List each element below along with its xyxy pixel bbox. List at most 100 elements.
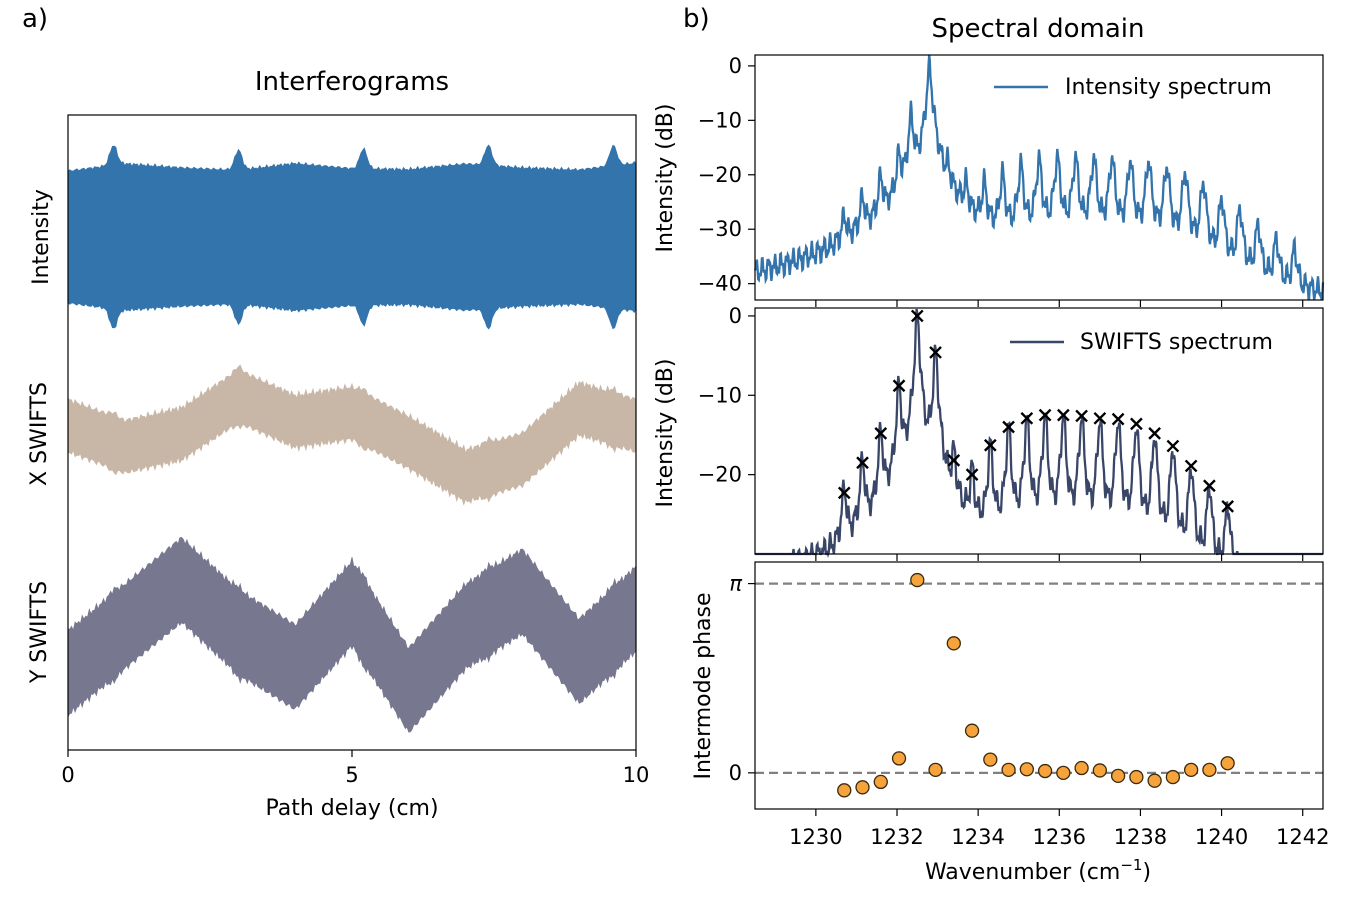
phase-point bbox=[910, 572, 925, 588]
intensity-spectrum-ytick-label: −10 bbox=[698, 108, 742, 132]
phase-point bbox=[837, 783, 852, 798]
interferogram-xtick-label: 0 bbox=[61, 763, 74, 787]
phase-point bbox=[1202, 762, 1217, 777]
wavenumber-xlabel-superscript: −1 bbox=[1120, 856, 1142, 874]
swifts-spectrum-plot-area bbox=[755, 308, 1323, 559]
swifts-peak-marker bbox=[965, 468, 979, 481]
swifts-peak-marker bbox=[874, 427, 888, 440]
intensity-spectrum-ytick-label: −40 bbox=[698, 272, 742, 296]
swifts-spectrum-ytick-label: −10 bbox=[698, 383, 742, 407]
phase-point bbox=[946, 636, 961, 651]
swifts-peak-marker bbox=[1111, 412, 1125, 426]
swifts-spectrum-y-axis: 0 −10 −20 bbox=[698, 304, 755, 487]
swifts-peak-marker bbox=[929, 346, 942, 359]
interferogram-plot-area bbox=[67, 144, 637, 733]
interferogram-trace-y-swifts bbox=[67, 536, 637, 733]
swifts-peak-marker bbox=[1148, 427, 1161, 440]
phase-point bbox=[983, 752, 998, 767]
intermode-phase-ytick-label: 0 bbox=[729, 761, 742, 785]
intermode-phase-ylabel: Intermode phase bbox=[691, 592, 716, 779]
swifts-peak-marker bbox=[1184, 459, 1198, 473]
intermode-phase-x-axis: 1230 1232 1234 1236 1238 1240 1242 bbox=[789, 809, 1329, 849]
spectral-domain-title: Spectral domain bbox=[932, 14, 1145, 44]
swifts-peak-marker bbox=[1020, 411, 1034, 425]
phase-point bbox=[1074, 760, 1089, 776]
intermode-phase-xtick-label: 1242 bbox=[1276, 825, 1329, 849]
intermode-phase-xtick-label: 1230 bbox=[789, 825, 842, 849]
wavenumber-xlabel-main: Wavenumber (cm bbox=[925, 860, 1120, 885]
interferogram-x-axis: 0 5 10 bbox=[61, 750, 649, 787]
interferogram-xtick-label: 10 bbox=[623, 763, 650, 787]
intermode-phase-xtick-label: 1236 bbox=[1033, 825, 1086, 849]
phase-point bbox=[855, 780, 870, 795]
phase-point bbox=[1019, 762, 1034, 777]
phase-point bbox=[964, 723, 980, 738]
phase-point bbox=[1147, 773, 1162, 788]
phase-point bbox=[1110, 768, 1126, 784]
intermode-phase-plot-area bbox=[755, 572, 1323, 798]
intensity-spectrum-ytick-label: −30 bbox=[698, 217, 742, 241]
swifts-spectrum-ylabel: Intensity (dB) bbox=[653, 359, 678, 508]
swifts-peak-marker bbox=[1038, 408, 1052, 422]
intensity-spectrum-plot-area bbox=[753, 54, 1325, 301]
intensity-spectrum-line bbox=[753, 54, 1325, 301]
swifts-peak-marker bbox=[983, 438, 997, 452]
swifts-peak-marker bbox=[1221, 500, 1235, 513]
swifts-peak-marker bbox=[1056, 408, 1070, 422]
intermode-phase-xtick-label: 1234 bbox=[951, 825, 1004, 849]
swifts-peak-marker bbox=[856, 456, 869, 470]
intermode-phase-xtick-label: 1240 bbox=[1195, 825, 1248, 849]
phase-point bbox=[1037, 763, 1053, 779]
phase-point bbox=[1129, 769, 1144, 785]
phase-point bbox=[1056, 765, 1071, 781]
swifts-peak-marker bbox=[1203, 479, 1216, 493]
intensity-spectrum-axes-frame bbox=[754, 54, 1324, 301]
swifts-peak-marker bbox=[910, 309, 924, 323]
swifts-spectrum-axes-frame bbox=[754, 307, 1324, 555]
wavenumber-xlabel-end: ) bbox=[1142, 860, 1151, 885]
intensity-spectrum-y-axis: 0 −10 −20 −30 −40 bbox=[698, 54, 755, 296]
intensity-spectrum-legend-label: Intensity spectrum bbox=[1065, 75, 1272, 100]
phase-point bbox=[873, 774, 888, 790]
intensity-spectrum-ytick-label: −20 bbox=[698, 163, 742, 187]
interferogram-trace-intensity bbox=[67, 144, 637, 330]
phase-point bbox=[1165, 769, 1181, 785]
intensity-spectrum-ytick-label: 0 bbox=[729, 54, 742, 78]
swifts-peak-marker bbox=[1002, 420, 1015, 434]
interferogram-xlabel: Path delay (cm) bbox=[265, 796, 438, 821]
swifts-peak-marker bbox=[1166, 439, 1180, 453]
phase-point bbox=[1220, 756, 1235, 771]
panel-b-letter: b) bbox=[683, 4, 710, 34]
interferograms-title: Interferograms bbox=[255, 67, 449, 97]
intermode-phase-y-axis: 0π bbox=[729, 572, 755, 785]
swifts-spectrum-ytick-label: 0 bbox=[729, 304, 742, 328]
swifts-spectrum-legend-label: SWIFTS spectrum bbox=[1080, 330, 1273, 355]
intensity-spectrum-x-ticks bbox=[815, 300, 1304, 307]
intermode-phase-axes-frame bbox=[754, 561, 1324, 810]
swifts-peak-marker bbox=[1075, 409, 1088, 423]
interferogram-trace-x-swifts bbox=[67, 364, 637, 506]
trace-label-y-swifts: Y SWIFTS bbox=[27, 581, 52, 684]
swifts-peak-marker bbox=[1130, 417, 1143, 431]
trace-label-intensity: Intensity bbox=[29, 189, 54, 285]
intermode-phase-xtick-label: 1232 bbox=[870, 825, 923, 849]
swifts-peak-marker bbox=[837, 486, 851, 500]
intermode-phase-ytick-label: π bbox=[729, 572, 742, 596]
phase-point bbox=[1001, 762, 1016, 777]
swifts-peak-marker bbox=[892, 379, 906, 393]
panel-a-letter: a) bbox=[22, 4, 48, 34]
phase-point bbox=[1183, 762, 1199, 777]
phase-point bbox=[891, 751, 907, 766]
intensity-spectrum-ylabel: Intensity (dB) bbox=[653, 104, 678, 253]
intermode-phase-xtick-label: 1238 bbox=[1114, 825, 1167, 849]
wavenumber-xlabel: Wavenumber (cm−1) bbox=[925, 856, 1151, 885]
interferogram-xtick-label: 5 bbox=[345, 763, 358, 787]
swifts-peak-marker bbox=[1093, 411, 1107, 425]
phase-point bbox=[1092, 763, 1108, 778]
swifts-spectrum-ytick-label: −20 bbox=[698, 463, 742, 487]
swifts-spectrum-x-ticks bbox=[815, 554, 1304, 561]
swifts-spectrum-line bbox=[755, 308, 1323, 559]
swifts-peak-marker bbox=[947, 454, 961, 467]
trace-label-x-swifts: X SWIFTS bbox=[27, 382, 52, 486]
